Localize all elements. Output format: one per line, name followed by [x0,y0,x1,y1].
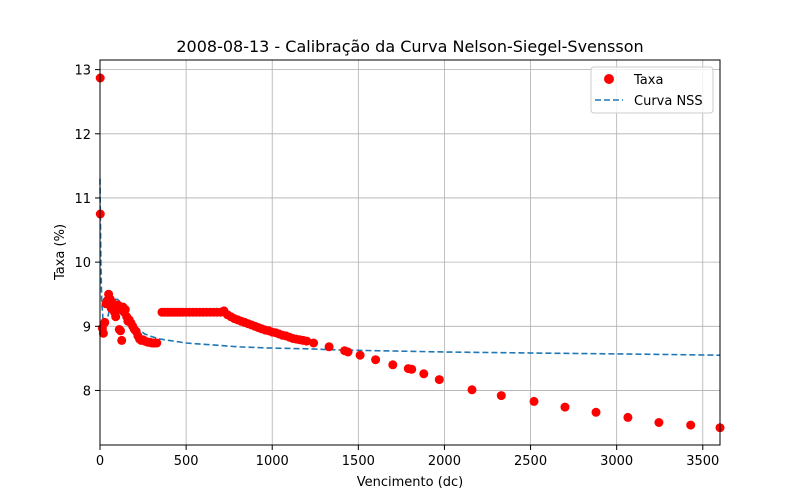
taxa-point [560,402,570,412]
y-axis-label: Taxa (%) [53,224,68,281]
x-tick-label: 1000 [256,454,289,469]
taxa-point [324,342,334,352]
taxa-point [434,375,444,385]
legend-marker-taxa [604,74,614,84]
taxa-point [686,420,696,430]
taxa-point [117,335,127,345]
x-axis-ticks: 0 500 1000 1500 2000 2500 3000 3500 [96,445,719,469]
taxa-point [407,364,417,374]
taxa-point [496,391,506,401]
nss-curve-layer [99,178,721,356]
plot-frame [99,59,721,446]
y-axis-ticks: 8 9 10 11 12 13 [74,64,100,399]
legend-label-taxa: Taxa [633,73,663,88]
legend-label-curva-nss: Curva NSS [634,94,703,109]
taxa-point [302,336,312,346]
taxa-point [388,360,398,370]
x-axis-label: Vencimento (dc) [357,475,464,490]
nss-curve-line [99,178,721,356]
y-tick-label: 10 [74,256,91,271]
y-tick-label: 9 [83,320,91,335]
x-tick-label: 500 [174,454,199,469]
x-tick-label: 2500 [514,454,547,469]
taxa-point [120,305,130,315]
taxa-point [309,338,319,348]
taxa-point [98,328,108,338]
y-tick-label: 12 [74,128,91,143]
y-tick-label: 13 [74,64,91,79]
legend: Taxa Curva NSS [590,66,714,114]
taxa-point [343,347,353,357]
legend-box [590,66,714,114]
taxa-point [654,418,664,427]
taxa-point [419,369,429,379]
x-tick-label: 3500 [686,454,719,469]
grid-lines [99,60,720,445]
taxa-point [100,317,110,327]
taxa-point [591,407,601,417]
x-tick-label: 2000 [428,454,461,469]
y-tick-label: 8 [83,384,91,399]
taxa-point [152,338,162,348]
taxa-point [467,385,477,395]
taxa-point [116,326,125,336]
y-tick-label: 11 [74,192,91,207]
chart-title: 2008-08-13 - Calibração da Curva Nelson-… [176,37,643,56]
taxa-point [529,396,539,406]
x-tick-label: 0 [96,454,104,469]
x-tick-label: 3000 [600,454,633,469]
taxa-point [623,412,633,422]
taxa-points-layer [95,73,725,433]
taxa-point [355,350,365,360]
taxa-point [371,355,381,365]
plot-area [100,60,720,445]
x-tick-label: 1500 [342,454,375,469]
